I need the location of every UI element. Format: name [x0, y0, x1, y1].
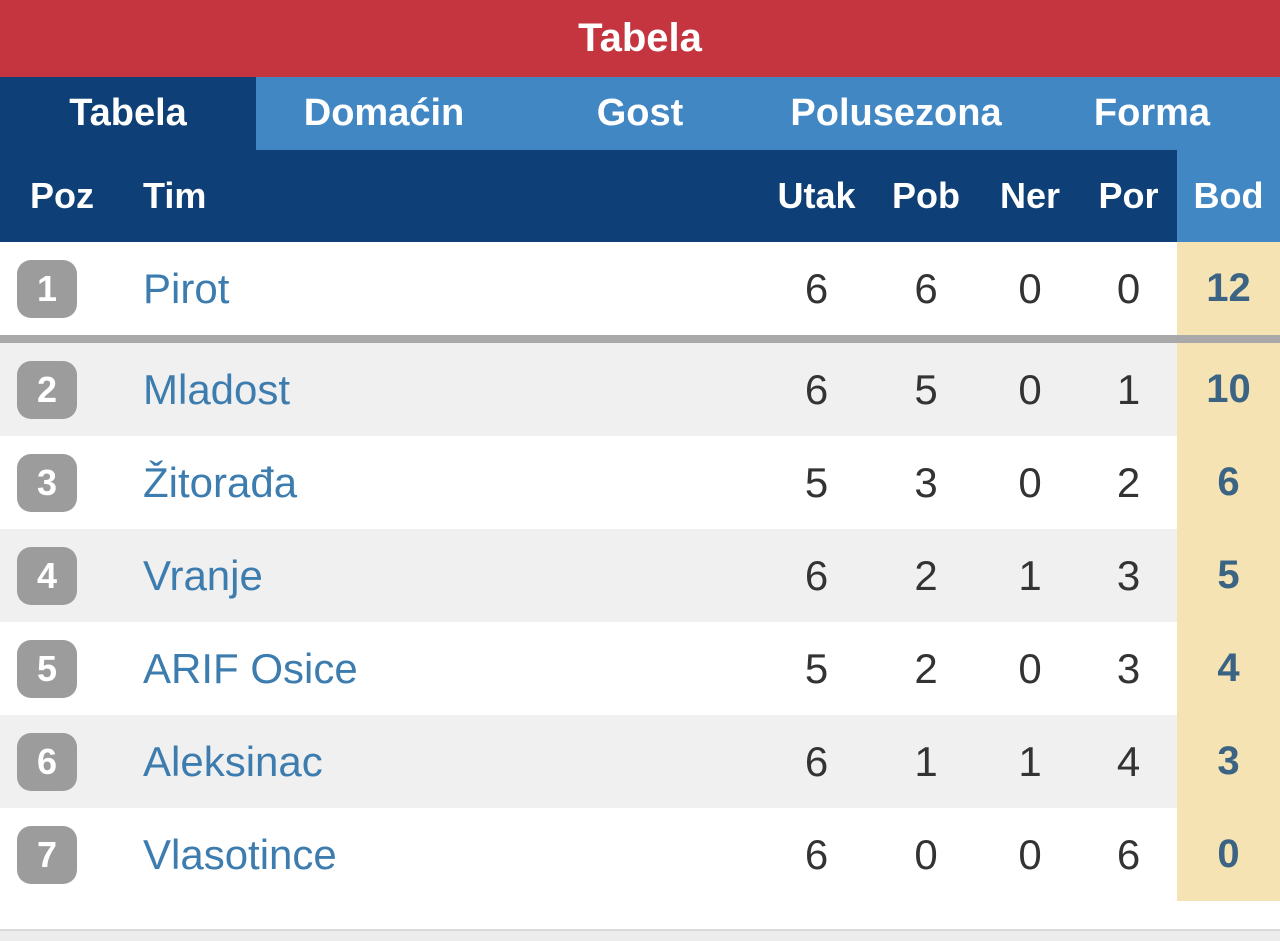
tab-bar: Tabela Domaćin Gost Polusezona Forma: [0, 77, 1280, 150]
stat-ner: 0: [1018, 365, 1042, 413]
column-header-pob: Pob: [892, 175, 960, 216]
stat-ner: 1: [1018, 551, 1042, 599]
stat-bod: 12: [1177, 242, 1280, 335]
stat-utak: 6: [804, 737, 829, 785]
stat-por: 0: [1116, 264, 1141, 312]
table-header-row: Poz Tim Utak Pob Ner Por Bod: [0, 150, 1280, 242]
position-badge: 4: [17, 546, 77, 605]
team-name[interactable]: Vranje: [143, 551, 263, 599]
position-badge: 1: [17, 259, 77, 318]
stat-pob: 0: [914, 830, 938, 878]
bottom-gap: [0, 901, 1280, 929]
table-row[interactable]: 6 Aleksinac 6 1 1 4 3: [0, 715, 1280, 808]
stat-bod: 5: [1177, 529, 1280, 622]
stat-utak: 6: [804, 365, 829, 413]
team-name[interactable]: Pirot: [143, 264, 230, 312]
tab-forma[interactable]: Forma: [1093, 92, 1211, 134]
column-header-bod: Bod: [1177, 150, 1280, 242]
stat-por: 6: [1116, 830, 1141, 878]
stat-ner: 0: [1018, 458, 1042, 506]
column-header-poz: Poz: [30, 175, 95, 216]
stat-bod: 3: [1177, 715, 1280, 808]
stat-por: 3: [1116, 551, 1141, 599]
stat-ner: 0: [1018, 264, 1042, 312]
table-row[interactable]: 7 Vlasotince 6 0 0 6 0: [0, 808, 1280, 901]
stat-pob: 1: [914, 737, 938, 785]
column-header-tim: Tim: [143, 175, 207, 216]
footer-strip: [0, 929, 1280, 941]
stat-por: 2: [1116, 458, 1141, 506]
stat-ner: 0: [1018, 644, 1042, 692]
stat-bod: 6: [1177, 436, 1280, 529]
stat-utak: 6: [804, 264, 829, 312]
position-badge: 2: [17, 360, 77, 419]
stat-pob: 6: [914, 264, 938, 312]
stat-pob: 2: [914, 551, 938, 599]
stat-bod: 10: [1177, 343, 1280, 436]
stat-pob: 2: [914, 644, 938, 692]
tab-polusezona[interactable]: Polusezona: [790, 92, 1002, 134]
title-bar: Tabela: [0, 0, 1280, 77]
table-body: 1 Pirot 6 6 0 0 12 2 Mladost 6 5 0 1 10 …: [0, 242, 1280, 901]
tab-gost[interactable]: Gost: [596, 92, 684, 134]
table-row[interactable]: 3 Žitorađa 5 3 0 2 6: [0, 436, 1280, 529]
stat-por: 1: [1116, 365, 1141, 413]
table-row[interactable]: 2 Mladost 6 5 0 1 10: [0, 343, 1280, 436]
stat-utak: 6: [804, 830, 829, 878]
team-name[interactable]: Mladost: [143, 365, 291, 413]
stat-pob: 3: [914, 458, 938, 506]
stat-por: 3: [1116, 644, 1141, 692]
position-badge: 7: [17, 825, 77, 884]
stat-por: 4: [1116, 737, 1141, 785]
position-badge: 3: [17, 453, 77, 512]
position-badge: 5: [17, 639, 77, 698]
stat-pob: 5: [914, 365, 938, 413]
stat-bod: 4: [1177, 622, 1280, 715]
team-name[interactable]: ARIF Osice: [143, 644, 358, 692]
column-header-por: Por: [1098, 175, 1159, 216]
table-row[interactable]: 1 Pirot 6 6 0 0 12: [0, 242, 1280, 335]
page-title: Tabela: [578, 16, 702, 60]
team-name[interactable]: Žitorađa: [143, 458, 298, 506]
promotion-separator-line: [0, 335, 1280, 343]
column-header-utak: Utak: [777, 175, 856, 216]
team-name[interactable]: Aleksinac: [143, 737, 323, 785]
table-row[interactable]: 5 ARIF Osice 5 2 0 3 4: [0, 622, 1280, 715]
stat-utak: 5: [804, 644, 829, 692]
team-name[interactable]: Vlasotince: [143, 830, 337, 878]
stat-utak: 6: [804, 551, 829, 599]
stat-bod: 0: [1177, 808, 1280, 901]
stat-ner: 0: [1018, 830, 1042, 878]
stat-ner: 1: [1018, 737, 1042, 785]
tab-tabela[interactable]: Tabela: [0, 77, 256, 150]
tab-domacin[interactable]: Domaćin: [303, 92, 465, 134]
stat-utak: 5: [804, 458, 829, 506]
table-row[interactable]: 4 Vranje 6 2 1 3 5: [0, 529, 1280, 622]
position-badge: 6: [17, 732, 77, 791]
column-header-ner: Ner: [999, 175, 1061, 216]
